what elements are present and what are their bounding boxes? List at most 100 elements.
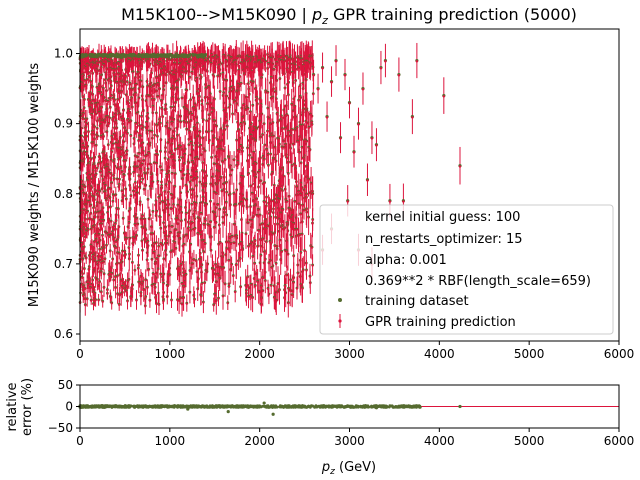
prediction-point [133,269,136,272]
prediction-point [249,111,252,114]
prediction-point [157,303,161,306]
prediction-point [300,162,303,165]
prediction-point [157,268,160,271]
prediction-point [231,113,234,116]
prediction-point [179,121,182,124]
prediction-point [131,106,134,109]
prediction-point [95,86,98,89]
prediction-point [100,291,103,294]
prediction-point [247,295,250,298]
prediction-point [243,61,246,64]
prediction-point [114,246,117,250]
prediction-point [155,90,158,93]
prediction-point [125,198,128,201]
prediction-point [224,88,227,91]
prediction-point [114,286,117,290]
prediction-point [257,290,260,293]
prediction-point [99,171,102,174]
prediction-point [114,194,117,197]
prediction-point [269,135,272,138]
prediction-point [121,118,124,121]
prediction-point [210,130,214,133]
prediction-point [296,272,299,275]
prediction-point [238,203,241,206]
prediction-point [273,184,276,187]
prediction-point [158,88,161,91]
prediction-point [102,286,106,289]
prediction-point [146,240,149,243]
prediction-point [263,123,266,126]
prediction-point [229,269,232,272]
chart-title: M15K100-->M15K090 | pz GPR training pred… [121,5,577,27]
prediction-point [117,208,120,211]
prediction-point [225,95,228,98]
prediction-point [129,195,132,198]
prediction-point [89,252,92,255]
prediction-point [170,137,174,141]
prediction-point [221,161,224,164]
prediction-point [105,244,108,247]
prediction-point [122,195,125,198]
prediction-point [242,176,245,179]
prediction-point [176,134,179,137]
prediction-point [209,221,212,224]
prediction-point [241,117,244,120]
prediction-point [87,228,90,232]
prediction-point [123,174,126,177]
prediction-point [107,144,110,147]
prediction-point [85,151,88,154]
prediction-point [267,164,270,167]
prediction-point [245,96,248,99]
prediction-point [273,245,276,248]
prediction-point [204,150,207,153]
prediction-point [227,157,230,160]
prediction-point [263,228,266,231]
prediction-point [97,163,100,166]
prediction-point [98,119,101,122]
prediction-point [299,251,302,255]
prediction-point [89,193,92,196]
prediction-point [156,95,159,98]
prediction-point [86,210,89,213]
prediction-point [278,239,281,242]
prediction-point [255,214,259,217]
prediction-point [161,116,164,119]
prediction-point [311,218,314,222]
prediction-point [127,109,130,112]
prediction-point [131,284,134,287]
prediction-point [157,196,160,199]
prediction-point [265,241,268,244]
prediction-point [290,128,293,132]
prediction-point [206,103,209,106]
prediction-point [185,302,188,305]
prediction-point [134,237,137,240]
prediction-point [305,140,308,143]
prediction-point [296,126,299,130]
prediction-point [122,217,125,220]
prediction-point [125,130,128,133]
prediction-point [209,249,213,252]
prediction-point [193,298,196,301]
prediction-point [159,150,162,153]
prediction-point [109,234,112,237]
prediction-point [241,147,244,150]
prediction-point [177,98,180,101]
prediction-point [219,90,222,94]
prediction-point [298,124,302,128]
prediction-point [208,224,211,227]
prediction-point [189,189,192,192]
prediction-point [257,229,260,232]
prediction-point [164,157,167,160]
prediction-point [239,144,243,147]
prediction-point [216,75,219,78]
prediction-point [170,193,173,196]
prediction-point [146,286,149,289]
prediction-point [291,71,294,74]
prediction-point [301,204,304,207]
prediction-point [129,134,132,138]
prediction-point [92,270,96,273]
prediction-point [297,99,300,102]
prediction-point [123,288,126,291]
prediction-point [299,213,302,216]
prediction-point [281,208,284,212]
